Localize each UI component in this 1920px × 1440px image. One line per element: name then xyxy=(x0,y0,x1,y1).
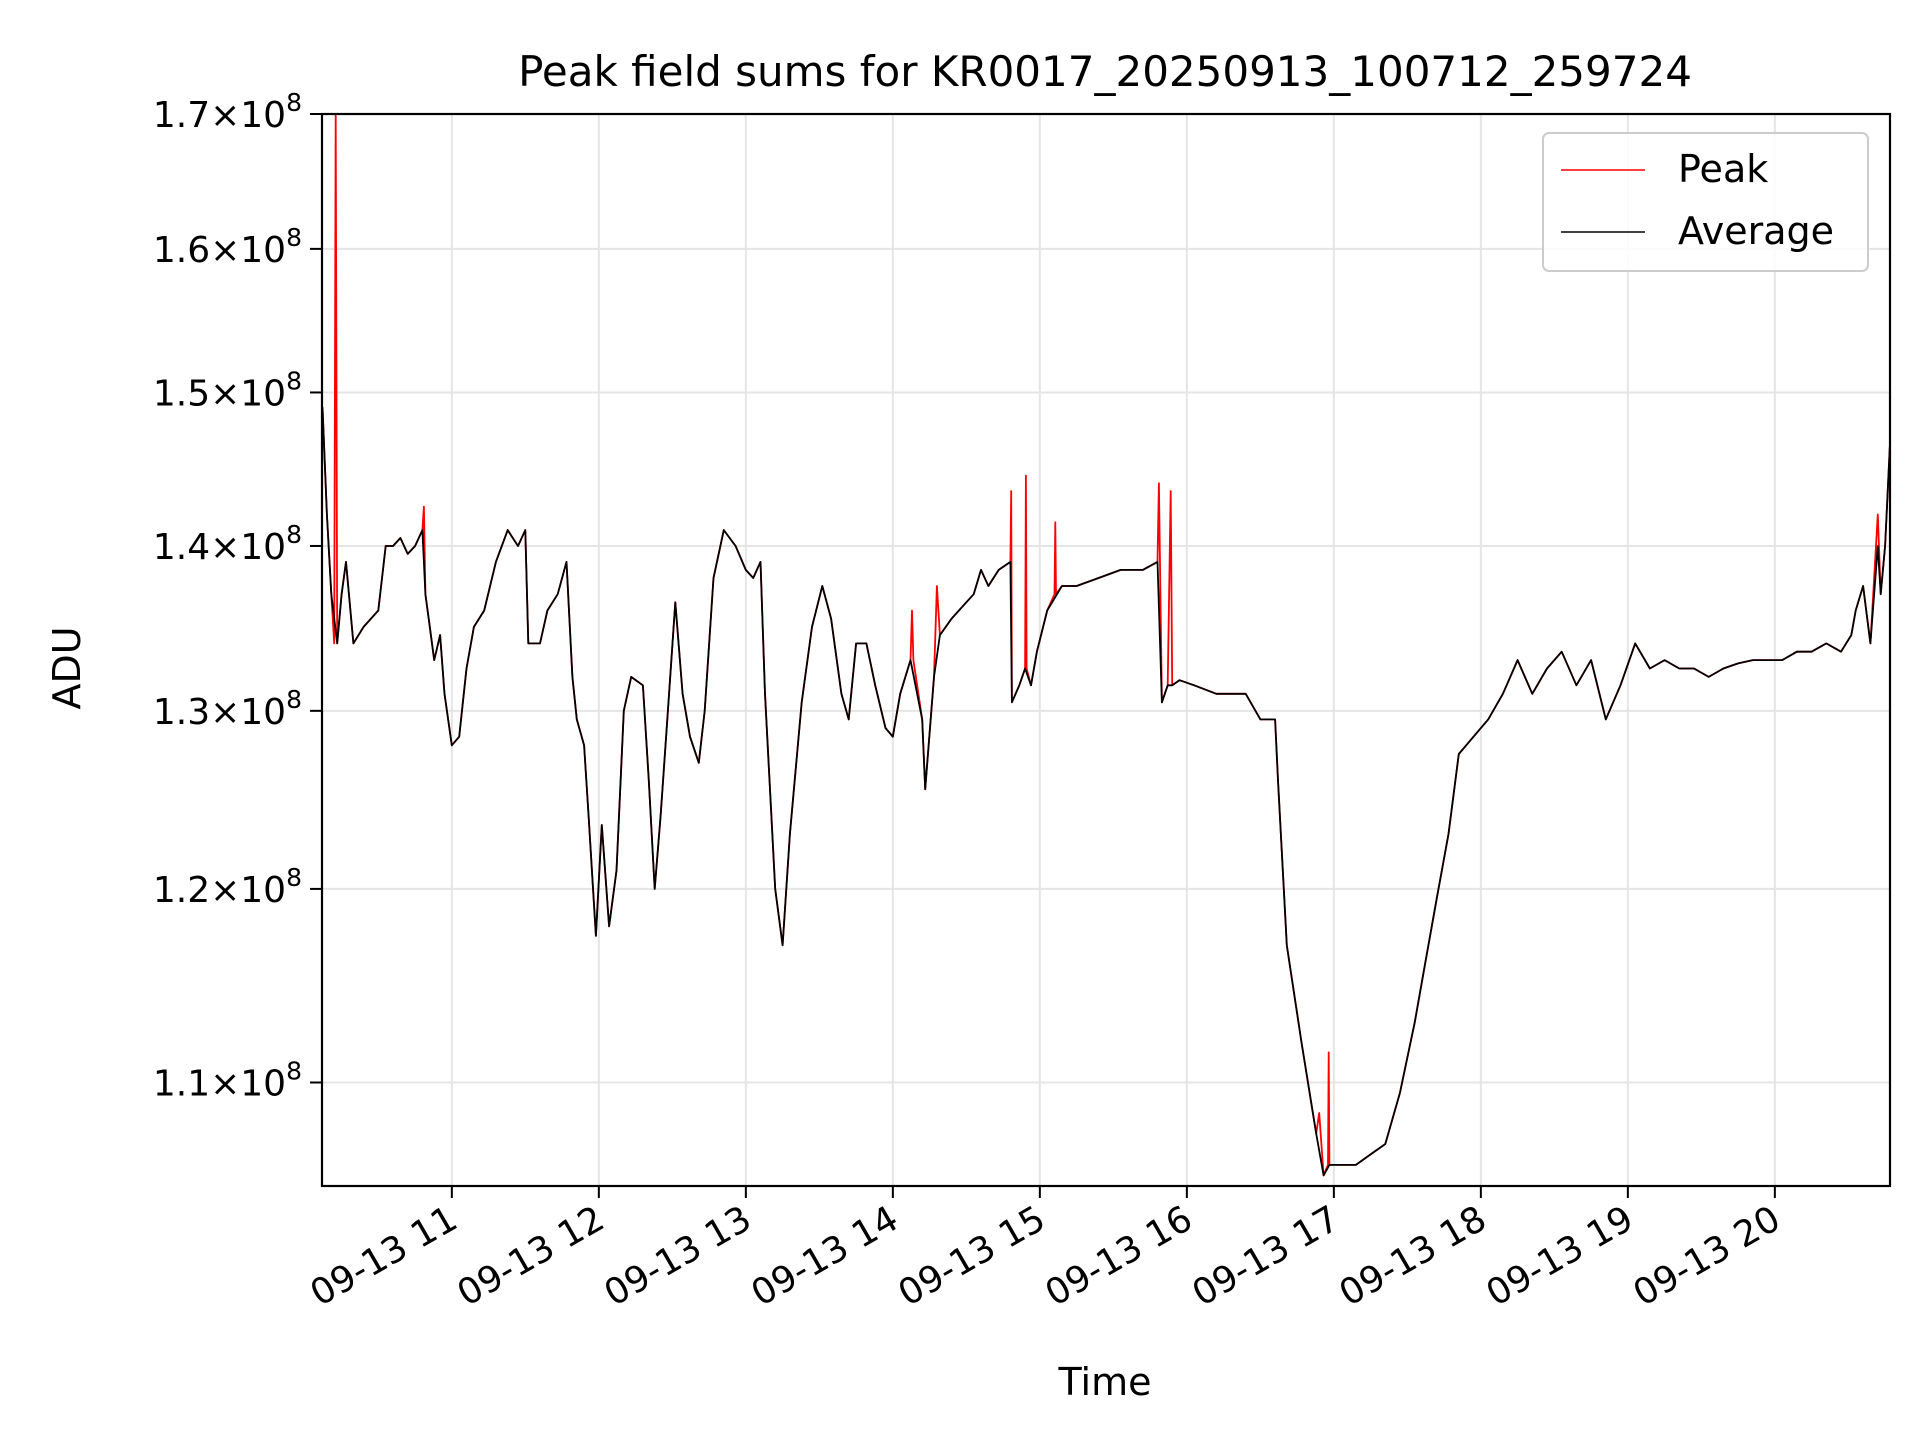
y-tick-label: 1.1×108 xyxy=(153,1057,302,1105)
legend-peak-label: Peak xyxy=(1678,147,1768,191)
x-tick-label: 09-13 13 xyxy=(598,1198,759,1314)
chart-title: Peak field sums for KR0017_20250913_1007… xyxy=(518,47,1692,96)
y-axis: 1.1×108 1.2×108 1.3×108 1.4×108 1.5×108 1.6×1… xyxy=(153,88,322,1105)
x-tick-label: 09-13 19 xyxy=(1480,1198,1641,1314)
y-tick-label: 1.3×108 xyxy=(153,685,302,733)
y-tick-label: 1.7×108 xyxy=(153,88,302,136)
x-tick-label: 09-13 17 xyxy=(1186,1198,1347,1314)
y-tick-label: 1.6×108 xyxy=(153,223,302,271)
series-line-peak xyxy=(322,114,1890,1177)
x-tick-label: 09-13 15 xyxy=(892,1198,1053,1314)
x-tick-label: 09-13 12 xyxy=(451,1198,612,1314)
x-axis-label: Time xyxy=(1058,1360,1152,1404)
plot-area xyxy=(322,114,1890,1177)
x-tick-label: 09-13 16 xyxy=(1039,1198,1200,1314)
series-line-average xyxy=(322,407,1890,1177)
legend-average-label: Average xyxy=(1678,209,1834,253)
y-tick-label: 1.2×108 xyxy=(153,863,302,911)
y-tick-label: 1.4×108 xyxy=(153,520,302,568)
legend-box xyxy=(1542,132,1869,272)
x-tick-label: 09-13 11 xyxy=(304,1198,465,1314)
x-tick-label: 09-13 20 xyxy=(1627,1198,1788,1314)
plot-frame xyxy=(320,112,1892,1188)
y-tick-label: 1.5×108 xyxy=(153,366,302,414)
gridlines xyxy=(322,113,1890,1186)
legend: Peak Average xyxy=(1542,132,1869,272)
x-tick-label: 09-13 18 xyxy=(1333,1198,1494,1314)
y-axis-label: ADU xyxy=(45,626,89,709)
x-tick-label: 09-13 14 xyxy=(745,1198,906,1314)
